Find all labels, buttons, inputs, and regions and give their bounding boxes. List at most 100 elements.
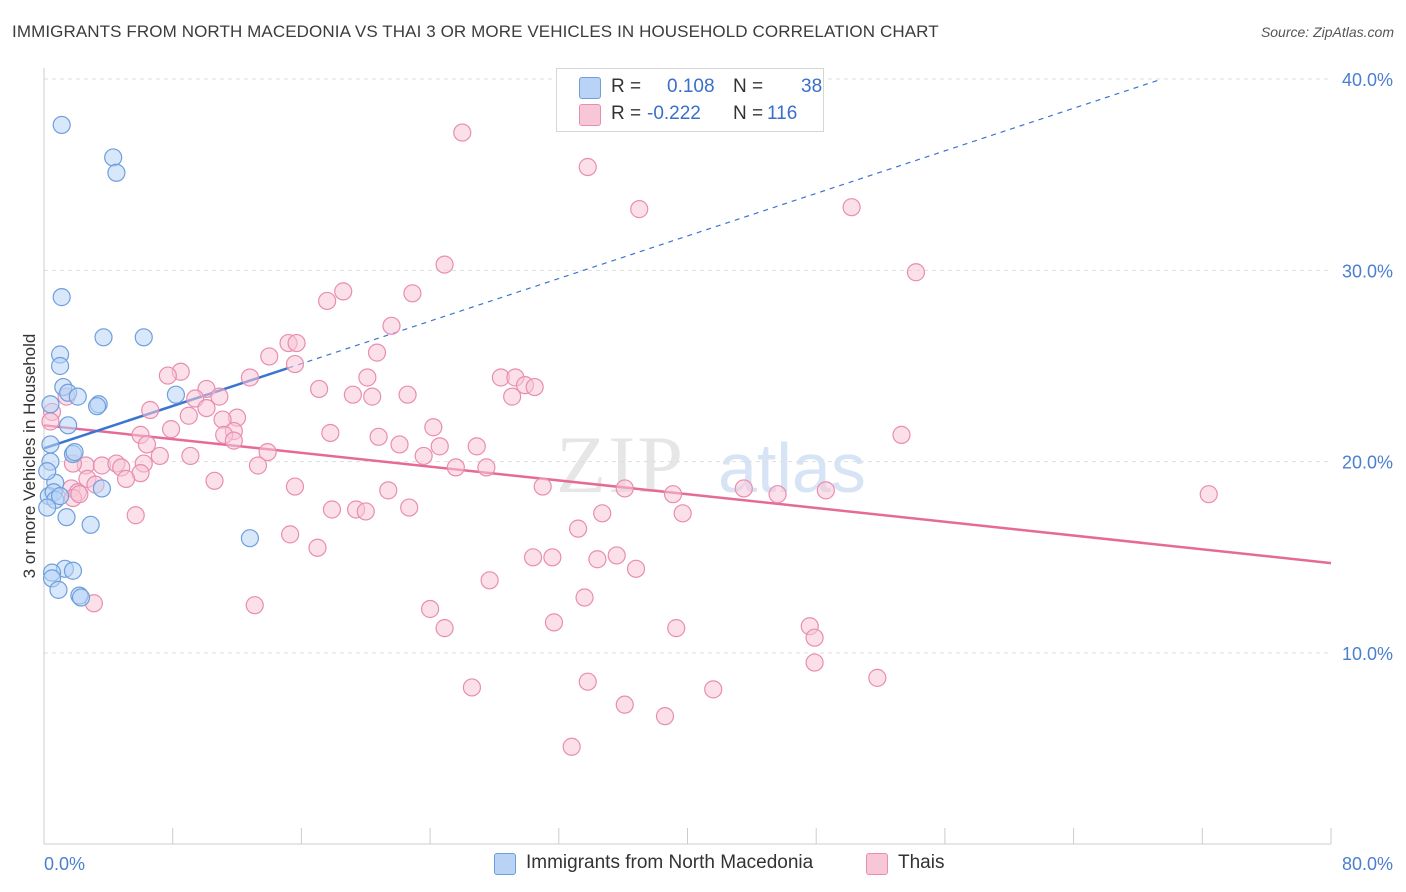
thais-point bbox=[126, 506, 145, 525]
macedonia-point bbox=[94, 328, 113, 347]
legend-r-label: R = bbox=[611, 76, 642, 97]
stats-legend: R = 0.108 N = 38 R = -0.222 N = 116 bbox=[556, 68, 824, 132]
thais-point bbox=[462, 678, 482, 697]
thais-point bbox=[179, 406, 198, 425]
thais-point bbox=[398, 385, 417, 404]
gridlines bbox=[44, 78, 1331, 654]
thais-point bbox=[453, 123, 472, 142]
macedonia-point bbox=[68, 387, 87, 406]
thais-point bbox=[258, 443, 277, 462]
thais-point bbox=[667, 619, 686, 638]
macedonia-point bbox=[63, 561, 83, 580]
thais-point bbox=[607, 546, 626, 565]
macedonia-point bbox=[57, 508, 76, 527]
thais-point bbox=[400, 498, 419, 517]
macedonia-point bbox=[38, 462, 57, 481]
thais-point bbox=[41, 412, 60, 431]
thais-point bbox=[906, 263, 926, 282]
thais-point bbox=[435, 619, 454, 638]
thais-point bbox=[615, 695, 634, 714]
macedonia-point bbox=[38, 498, 57, 517]
legend-label: Thais bbox=[898, 852, 945, 873]
legend-swatch-blue bbox=[579, 77, 601, 99]
legend-label: Immigrants from North Macedonia bbox=[526, 852, 814, 873]
tick-labels: 10.0% 20.0% 30.0% 40.0% 0.0% 80.0% bbox=[44, 70, 1393, 874]
thais-point bbox=[363, 387, 382, 406]
legend-swatch-pink bbox=[579, 104, 601, 126]
thais-point bbox=[842, 198, 861, 217]
thais-point bbox=[805, 653, 824, 672]
thais-point bbox=[367, 343, 387, 362]
thais-point bbox=[260, 347, 279, 366]
thais-point bbox=[343, 385, 362, 404]
thais-point bbox=[379, 481, 398, 500]
thais-point bbox=[318, 291, 337, 311]
thais-point bbox=[734, 479, 753, 498]
thais-point bbox=[663, 485, 683, 504]
thais-point bbox=[287, 333, 306, 353]
macedonia-point bbox=[52, 115, 71, 135]
macedonia-point bbox=[65, 443, 84, 462]
legend-r-label: R = bbox=[611, 103, 642, 124]
thais-point bbox=[446, 458, 465, 477]
thais-point bbox=[503, 387, 522, 406]
macedonia-point bbox=[41, 395, 60, 414]
thais-point bbox=[197, 398, 216, 418]
thais-point bbox=[630, 200, 649, 219]
thais-point bbox=[467, 437, 486, 456]
thais-point bbox=[285, 477, 305, 496]
macedonia-point bbox=[92, 479, 112, 498]
thais-point bbox=[141, 400, 160, 420]
macedonia-point bbox=[87, 397, 107, 416]
thais-point bbox=[248, 456, 268, 475]
thais-point bbox=[369, 427, 388, 446]
chart-title: IMMIGRANTS FROM NORTH MACEDONIA VS THAI … bbox=[12, 22, 939, 41]
macedonia-point bbox=[107, 163, 126, 182]
thais-point bbox=[240, 368, 260, 387]
thais-point bbox=[205, 471, 224, 490]
thais-point bbox=[533, 477, 552, 496]
macedonia-point bbox=[240, 529, 260, 548]
thais-point bbox=[358, 368, 377, 387]
thais-point bbox=[245, 596, 264, 615]
thais-point bbox=[768, 485, 787, 504]
thais-point bbox=[334, 282, 353, 301]
thais-point bbox=[421, 599, 440, 619]
thais-point bbox=[626, 559, 646, 578]
thais-point bbox=[544, 613, 564, 632]
macedonia-point bbox=[81, 515, 100, 534]
x-tick-label: 80.0% bbox=[1342, 854, 1393, 874]
legend-n-label: N = bbox=[733, 103, 764, 124]
macedonia-point bbox=[50, 356, 70, 376]
legend-r-value: -0.222 bbox=[647, 103, 701, 124]
thais-point bbox=[525, 377, 544, 397]
thais-point bbox=[181, 446, 200, 466]
legend-n-value: 38 bbox=[801, 76, 823, 97]
thais-point bbox=[593, 504, 612, 523]
thais-point bbox=[414, 446, 433, 466]
thais-point bbox=[578, 157, 597, 177]
legend-n-value: 116 bbox=[767, 103, 798, 124]
thais-point bbox=[578, 672, 597, 691]
thais-point bbox=[70, 485, 89, 504]
thais-point bbox=[382, 316, 401, 335]
macedonia-trend-extension bbox=[288, 78, 1163, 369]
thais-point bbox=[480, 571, 499, 590]
thais-point bbox=[543, 548, 562, 567]
thais-point bbox=[322, 500, 342, 519]
thais-point bbox=[816, 481, 835, 500]
thais-point bbox=[309, 379, 329, 399]
macedonia-point bbox=[41, 435, 60, 454]
thais-trend-line bbox=[43, 424, 1332, 565]
thais-point bbox=[356, 502, 375, 521]
macedonia-point bbox=[50, 487, 70, 506]
y-tick-label: 30.0% bbox=[1342, 261, 1393, 281]
thais-point bbox=[575, 588, 594, 607]
thais-point bbox=[562, 737, 581, 756]
thais-point bbox=[308, 538, 327, 557]
thais-point bbox=[435, 255, 454, 274]
thais-point bbox=[1199, 485, 1218, 504]
thais-point bbox=[137, 435, 157, 454]
macedonia-point bbox=[134, 328, 153, 347]
